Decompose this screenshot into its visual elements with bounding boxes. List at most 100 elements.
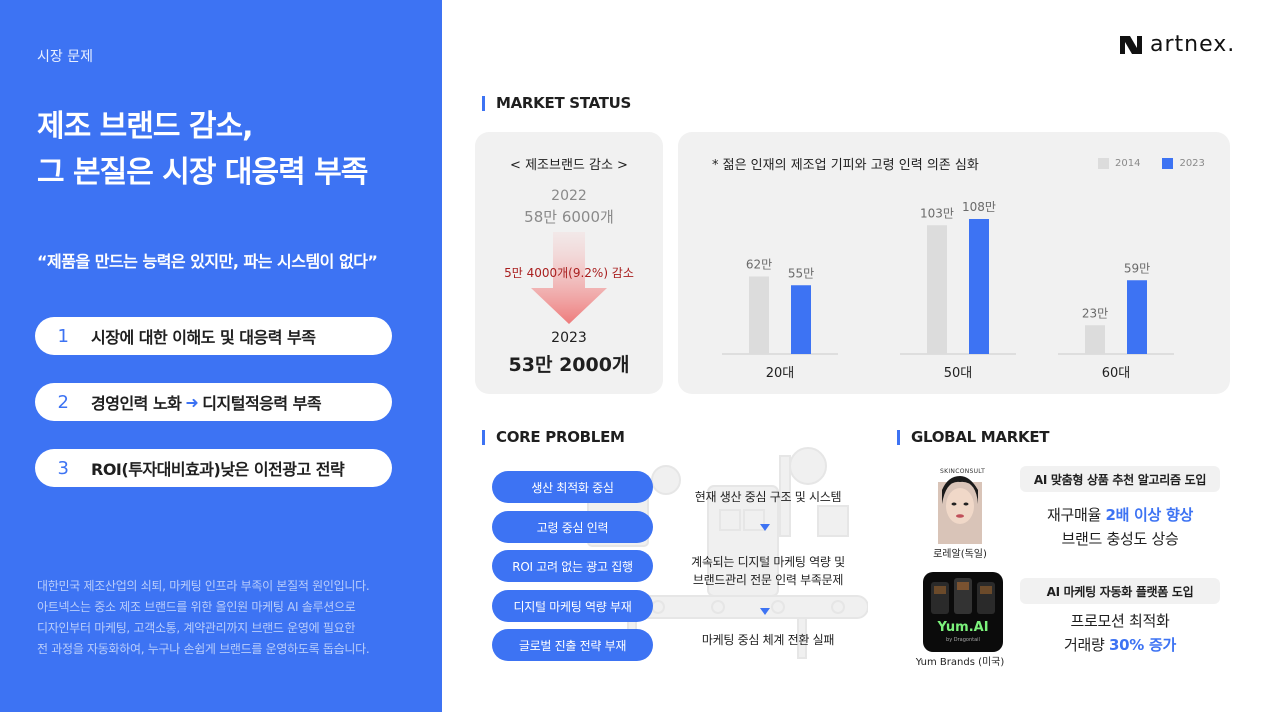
bar-2014-20대 — [749, 276, 769, 354]
description-line: 아트넥스는 중소 제조 브랜드를 위한 올인원 마케팅 AI 솔루션으로 — [37, 600, 356, 614]
core-problem-pill: 디지털 마케팅 역량 부재 — [492, 590, 653, 622]
case-caption: Yum Brands (미국) — [915, 657, 1005, 668]
category-label: 50대 — [944, 366, 973, 381]
down-arrow-icon — [531, 232, 607, 324]
headline: 제조 브랜드 감소, 그 본질은 시장 대응력 부족 — [37, 104, 368, 196]
problem-number: 2 — [57, 391, 69, 413]
problem-item-3: 3 ROI(투자대비효과)낮은 이전광고 전략 — [35, 449, 392, 487]
bar-value-label: 59만 — [1124, 261, 1150, 275]
problem-text-b: 디지털적응력 부족 — [202, 394, 322, 413]
arrow-right-icon: ➜ — [185, 392, 199, 412]
global-market-title: GLOBAL MARKET — [897, 428, 1050, 446]
down-triangle-icon — [760, 608, 770, 615]
thumb-brand: SKINCONSULT — [940, 468, 986, 475]
artnex-logo-icon — [1120, 35, 1142, 54]
age-bar-chart: 62만 55만 20대 103만 108만 50대 23만 59만 60대 — [722, 200, 1174, 381]
bar-2023-50대 — [969, 219, 989, 354]
case-result-highlight: 2배 이상 향상 — [1105, 506, 1193, 524]
decline-value-from: 58만 6000개 — [524, 208, 614, 226]
problem-item-1: 1 시장에 대한 이해도 및 대응력 부족 — [35, 317, 392, 355]
core-step-2: 계속되는 디지털 마케팅 역량 및 브랜드관리 전문 인력 부족문제 — [674, 553, 862, 589]
decline-year-from: 2022 — [551, 188, 587, 204]
yum-ai-thumbnail: Yum.AI by Dragontail — [923, 572, 1003, 652]
bar-2014-50대 — [927, 225, 947, 354]
chart-legend: 2014 2023 — [1098, 158, 1227, 169]
age-chart-card: * 젊은 인재의 제조업 기피와 고령 인력 의존 심화 2014 2023 6… — [678, 132, 1230, 394]
core-step-2-line: 계속되는 디지털 마케팅 역량 및 — [691, 555, 845, 569]
case-result-text: 프로모션 최적화 — [1070, 612, 1170, 630]
legend-swatch — [1098, 158, 1109, 169]
problem-text: 시장에 대한 이해도 및 대응력 부족 — [91, 328, 316, 347]
chart-title: * 젊은 인재의 제조업 기피와 고령 인력 의존 심화 — [712, 158, 979, 173]
category-label: 20대 — [766, 366, 795, 381]
headline-line-2: 그 본질은 시장 대응력 부족 — [37, 155, 368, 190]
bar-2014-60대 — [1085, 325, 1105, 354]
description-line: 디자인부터 마케팅, 고객소통, 계약관리까지 브랜드 운영에 필요한 — [37, 621, 356, 635]
bar-value-label: 103만 — [920, 206, 954, 220]
legend-swatch — [1162, 158, 1174, 169]
decline-year-to: 2023 — [551, 330, 587, 346]
market-status-title: MARKET STATUS — [482, 94, 631, 112]
bar-value-label: 55만 — [788, 266, 814, 280]
brand-decline-card: < 제조브랜드 감소 > 2022 58만 6000개 5만 4000개(9.2… — [475, 132, 663, 394]
core-problem-pill: ROI 고려 없는 광고 집행 — [492, 550, 653, 582]
thumb-sub: by Dragontail — [946, 637, 980, 643]
core-step-2-line: 브랜드관리 전문 인력 부족문제 — [692, 573, 844, 587]
skinconsult-thumbnail: SKINCONSULT — [920, 464, 1000, 544]
core-problem-title: CORE PROBLEM — [482, 428, 625, 446]
legend-label: 2023 — [1179, 158, 1205, 169]
global-market-label: GLOBAL MARKET — [911, 428, 1050, 446]
headline-line-1: 제조 브랜드 감소, — [37, 109, 254, 144]
title-accent-bar — [897, 429, 900, 445]
artnex-logo: artnex. — [1120, 32, 1235, 57]
case-result-line: 브랜드 충성도 상승 — [1020, 528, 1220, 549]
case-result-line: 프로모션 최적화 — [1020, 610, 1220, 631]
problem-item-2: 2 경영인력 노화 ➜ 디지털적응력 부족 — [35, 383, 392, 421]
description-line: 전 과정을 자동화하여, 누구나 손쉽게 브랜드를 운영하도록 돕습니다. — [37, 642, 370, 656]
core-problem-label: CORE PROBLEM — [496, 428, 625, 446]
core-problem-pill: 글로벌 진출 전략 부재 — [492, 629, 653, 661]
bar-value-label: 23만 — [1082, 306, 1108, 320]
core-step-1: 현재 생산 중심 구조 및 시스템 — [694, 490, 842, 504]
case-result-line: 거래량 30% 증가 — [1020, 634, 1220, 655]
down-triangle-icon — [760, 524, 770, 531]
decline-card-title: < 제조브랜드 감소 > — [510, 158, 628, 173]
case-result-line: 재구매율 2배 이상 향상 — [1020, 504, 1220, 525]
decline-value-to: 53만 2000개 — [508, 354, 630, 376]
core-step-3: 마케팅 중심 체계 전환 실패 — [701, 633, 835, 647]
problem-number: 1 — [57, 325, 69, 347]
description-line: 대한민국 제조산업의 쇠퇴, 마케팅 인프라 부족이 본질적 원인입니다. — [37, 579, 370, 593]
decline-amount: 5만 4000개(9.2%) 감소 — [504, 266, 634, 280]
case-caption: 로레알(독일) — [933, 549, 987, 560]
quote: “제품을 만드는 능력은 있지만, 파는 시스템이 없다” — [37, 252, 378, 271]
problem-text: ROI(투자대비효과)낮은 이전광고 전략 — [91, 460, 345, 479]
logo-text: artnex. — [1150, 32, 1236, 57]
case-result-text: 재구매율 — [1047, 506, 1106, 524]
thumb-brand: Yum.AI — [937, 620, 989, 635]
legend-label: 2014 — [1115, 158, 1141, 169]
left-panel: 시장 문제 제조 브랜드 감소, 그 본질은 시장 대응력 부족 “제품을 만드… — [0, 0, 442, 712]
case-tag: AI 맞춤형 상품 추천 알고리즘 도입 — [1020, 466, 1220, 492]
case-result-text: 거래량 — [1064, 636, 1110, 654]
title-accent-bar — [482, 95, 485, 111]
case-tag: AI 마케팅 자동화 플랫폼 도입 — [1020, 578, 1220, 604]
category-label: 60대 — [1102, 366, 1131, 381]
problem-text-a: 경영인력 노화 — [91, 394, 182, 413]
market-status-label: MARKET STATUS — [496, 94, 632, 112]
section-label: 시장 문제 — [37, 49, 93, 65]
bar-2023-20대 — [791, 285, 811, 354]
bar-value-label: 108만 — [962, 200, 996, 214]
face-portrait-icon — [938, 476, 982, 544]
problem-number: 3 — [57, 457, 69, 479]
app-screens-icon — [931, 578, 995, 614]
title-accent-bar — [482, 429, 485, 445]
core-problem-pill: 고령 중심 인력 — [492, 511, 653, 543]
case-result-highlight: 상승 — [1151, 530, 1179, 548]
legend-item-2023: 2023 — [1162, 158, 1205, 169]
core-problem-pill: 생산 최적화 중심 — [492, 471, 653, 503]
case-result-text: 브랜드 충성도 — [1061, 530, 1152, 548]
description: 대한민국 제조산업의 쇠퇴, 마케팅 인프라 부족이 본질적 원인입니다. 아트… — [37, 576, 417, 660]
bar-2023-60대 — [1127, 280, 1147, 354]
case-result-highlight: 30% 증가 — [1109, 636, 1176, 654]
legend-item-2014: 2014 — [1098, 158, 1140, 169]
